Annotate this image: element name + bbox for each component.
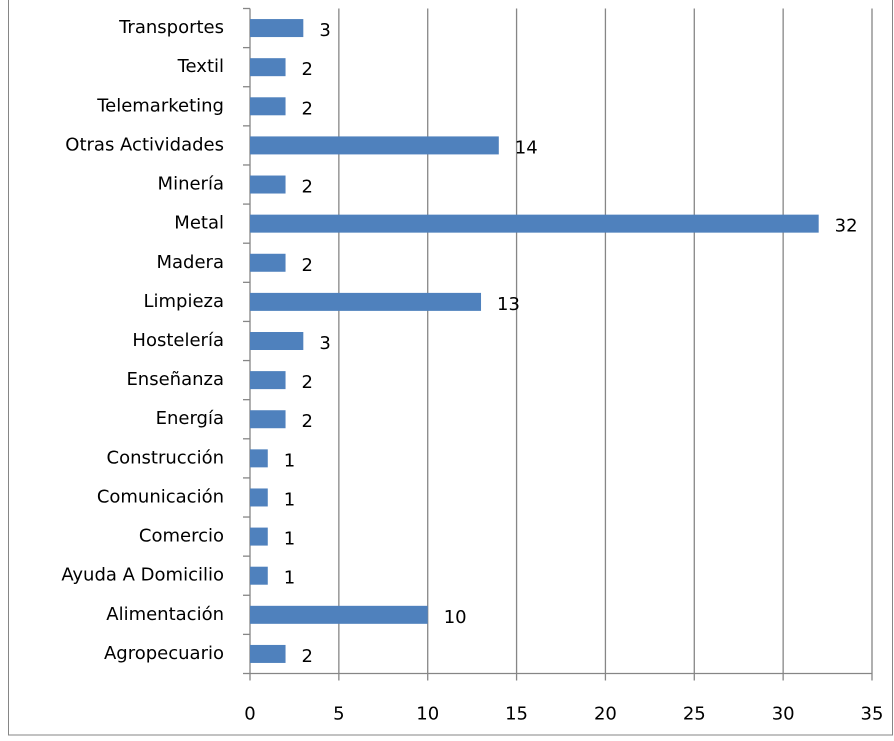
bar: [250, 253, 286, 272]
y-tick-label: Otras Actividades: [65, 134, 224, 155]
data-label: 2: [302, 98, 313, 119]
y-tick-label: Transportes: [118, 17, 224, 38]
data-label: 1: [284, 450, 295, 471]
data-label: 2: [302, 59, 313, 80]
y-tick-label: Enseñanza: [126, 369, 224, 390]
y-tick-label: Alimentación: [106, 604, 224, 625]
y-tick-label: Telemarketing: [96, 95, 224, 116]
y-tick-label: Hostelería: [132, 330, 224, 351]
data-label: 2: [302, 411, 313, 432]
bar: [250, 58, 286, 77]
bar: [250, 292, 482, 311]
x-tick-label: 35: [861, 704, 884, 725]
bar: [250, 527, 268, 546]
bar: [250, 136, 499, 155]
bar: [250, 332, 304, 350]
x-tick-label: 0: [244, 704, 255, 725]
y-tick-label: Agropecuario: [104, 643, 224, 664]
x-tick-label: 10: [416, 704, 439, 725]
bar: [250, 371, 286, 390]
data-label: 1: [284, 529, 295, 550]
y-tick-label: Textil: [177, 56, 224, 77]
data-label: 14: [515, 137, 538, 158]
bar: [250, 97, 286, 116]
bar: [250, 644, 286, 663]
data-label: 1: [284, 568, 295, 589]
bar: [250, 488, 268, 507]
bar: [250, 214, 819, 233]
x-tick-label: 25: [683, 704, 706, 725]
data-label: 3: [319, 333, 330, 354]
y-tick-label: Limpieza: [143, 291, 224, 312]
y-tick-label: Metal: [174, 213, 224, 234]
y-tick-label: Minería: [158, 174, 224, 195]
chart-frame: [8, 0, 893, 736]
data-label: 1: [284, 489, 295, 510]
x-tick-label: 30: [772, 704, 795, 725]
bar: [250, 605, 428, 624]
y-tick-label: Comunicación: [97, 486, 224, 507]
x-tick-label: 20: [594, 704, 617, 725]
data-label: 2: [302, 646, 313, 667]
bar: [250, 449, 268, 468]
data-label: 3: [319, 20, 330, 41]
y-tick-label: Construcción: [107, 447, 224, 468]
data-label: 2: [302, 177, 313, 198]
x-tick-label: 5: [333, 704, 344, 725]
bar: [250, 175, 286, 194]
data-label: 32: [835, 216, 858, 237]
bar: [250, 566, 268, 585]
data-label: 2: [302, 255, 313, 276]
y-tick-label: Madera: [157, 252, 225, 273]
data-label: 10: [444, 607, 467, 628]
data-label: 13: [497, 294, 520, 315]
bar: [250, 19, 304, 38]
y-tick-label: Energía: [156, 408, 224, 429]
x-tick-label: 15: [505, 704, 528, 725]
y-tick-label: Comercio: [139, 526, 224, 547]
y-tick-label: Ayuda A Domicilio: [61, 565, 224, 586]
bar: [250, 410, 286, 429]
data-label: 2: [302, 372, 313, 393]
